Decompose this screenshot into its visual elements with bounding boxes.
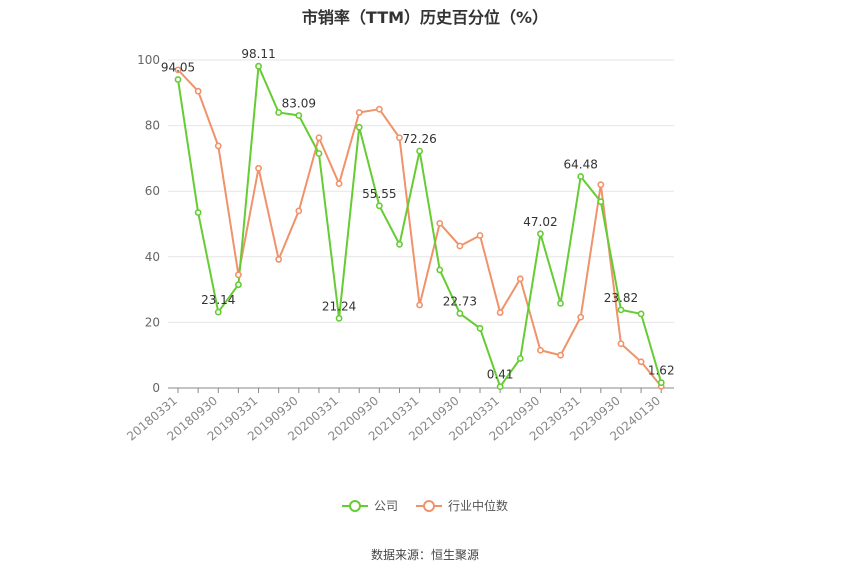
data-point-industry-median	[476, 232, 484, 239]
data-point-industry-median	[577, 313, 585, 321]
data-point-company	[355, 123, 363, 131]
data-point-company	[516, 355, 524, 362]
data-point-industry-median	[396, 134, 403, 142]
data-point-company	[295, 112, 303, 119]
data-label-company: 1.62	[648, 364, 675, 378]
series-points	[174, 62, 665, 391]
data-point-company	[315, 150, 323, 157]
data-point-industry-median	[557, 351, 564, 359]
data-point-company	[335, 314, 343, 322]
data-point-company	[436, 266, 444, 274]
data-point-industry-median	[235, 271, 242, 279]
data-point-industry-median	[617, 340, 625, 348]
data-label-company: 21.24	[322, 299, 356, 313]
chart-title: 市销率（TTM）历史百分位（%）	[301, 8, 549, 27]
data-label-company: 23.14	[201, 293, 235, 307]
data-point-industry-median	[597, 181, 605, 189]
data-point-company	[557, 299, 564, 307]
legend-item-company[interactable]: 公司	[341, 497, 398, 514]
legend: 公司 行业中位数	[0, 497, 850, 514]
data-point-company	[235, 281, 242, 289]
data-point-industry-median	[537, 346, 544, 354]
legend-swatch-company	[341, 499, 368, 513]
data-point-company	[214, 308, 222, 316]
y-tick-label: 100	[137, 53, 160, 67]
data-point-company	[537, 230, 544, 238]
point-labels: 94.05 23.14 98.11 83.09 21.24 55.55 72.26 22.73…	[161, 47, 675, 381]
data-point-industry-median	[194, 87, 202, 95]
data-point-company	[496, 383, 504, 391]
data-point-company	[617, 306, 625, 314]
data-label-company: 94.05	[161, 61, 195, 75]
data-point-company	[597, 198, 605, 206]
data-point-industry-median	[416, 301, 424, 309]
data-label-company: 72.26	[402, 132, 436, 146]
data-point-company	[456, 310, 464, 317]
series-lines	[177, 65, 663, 389]
data-point-company	[637, 310, 645, 318]
data-point-industry-median	[496, 309, 504, 316]
y-tick-label: 0	[152, 381, 160, 395]
series-line-industry-median	[177, 69, 663, 387]
y-tick-label: 80	[145, 119, 160, 133]
legend-item-industry-median[interactable]: 行业中位数	[416, 497, 508, 514]
data-point-industry-median	[295, 207, 303, 215]
data-point-industry-median	[174, 66, 182, 74]
data-point-company	[577, 173, 585, 180]
legend-label-industry-median: 行业中位数	[448, 499, 509, 513]
data-point-industry-median	[315, 134, 323, 142]
data-point-industry-median	[456, 242, 464, 250]
data-label-company: 98.11	[241, 47, 275, 61]
y-tick-label: 60	[145, 184, 160, 198]
data-point-company	[255, 62, 262, 70]
data-point-company	[657, 379, 665, 387]
data-label-company: 23.82	[604, 291, 638, 305]
data-label-company: 64.48	[564, 158, 598, 172]
data-point-company	[275, 109, 283, 116]
data-point-company	[194, 209, 202, 216]
y-tick-label: 40	[145, 250, 160, 264]
data-label-company: 83.09	[282, 96, 316, 110]
data-label-company: 47.02	[523, 215, 557, 229]
data-point-industry-median	[335, 180, 343, 188]
data-point-industry-median	[516, 275, 524, 283]
data-point-industry-median	[375, 105, 383, 113]
legend-label-company: 公司	[373, 499, 398, 513]
data-label-company: 55.55	[362, 187, 396, 201]
data-point-industry-median	[355, 109, 363, 116]
data-point-industry-median	[255, 164, 262, 172]
data-point-industry-median	[436, 219, 444, 227]
data-point-industry-median	[275, 256, 283, 263]
data-point-industry-median	[637, 358, 645, 366]
data-point-company	[396, 240, 403, 248]
data-point-company	[375, 202, 383, 210]
data-source: 数据来源：恒生聚源	[370, 548, 479, 562]
y-tick-label: 20	[145, 315, 160, 329]
data-point-industry-median	[214, 142, 222, 150]
legend-swatch-industry-median	[416, 499, 442, 513]
data-point-company	[416, 147, 424, 155]
data-point-company	[174, 76, 182, 83]
data-label-company: 0.41	[487, 368, 514, 382]
data-label-company: 22.73	[443, 294, 477, 308]
series-line-company	[177, 65, 663, 389]
data-point-company	[476, 324, 484, 332]
